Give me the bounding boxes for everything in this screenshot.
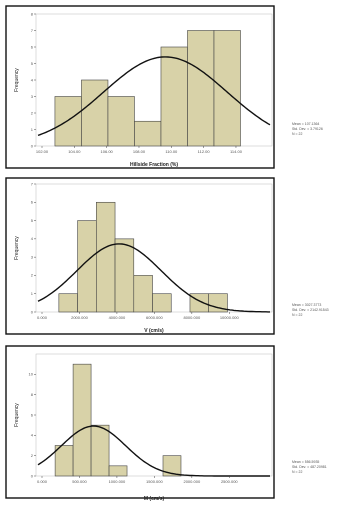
y-tick-label: 10 — [29, 372, 34, 377]
histogram-chart-1: 0 1 2 3 4 5 6 7 8 102.00 104.00 106.00 108.00 110.00 1… — [5, 5, 323, 169]
y-tick-label: 6 — [31, 412, 34, 417]
histogram-bar — [213, 30, 241, 147]
x-axis-label: M (cm/s) — [144, 496, 165, 502]
histogram-panel-1: 0 1 2 3 4 5 6 7 8 102.00 104.00 106.00 108.00 110.00 1… — [2, 2, 354, 172]
x-tick-label: 2000.000 — [183, 479, 200, 484]
stats-line: N = 22 — [292, 470, 302, 474]
y-tick-label: 5 — [31, 61, 34, 66]
x-tick-label: 1500.000 — [146, 479, 163, 484]
x-tick-label: 0.000 — [37, 315, 48, 320]
x-tick-label: 112.00 — [198, 149, 211, 154]
y-tick-label: 2 — [31, 110, 34, 115]
x-tick-label: 10000.000 — [220, 315, 240, 320]
stats-line: Mean = 107.1364 — [292, 122, 319, 126]
y-tick-label: 0 — [31, 143, 34, 148]
x-tick-label: 114.00 — [230, 149, 243, 154]
y-tick-label: 4 — [31, 236, 34, 241]
normal-curve — [37, 56, 271, 137]
histogram-bar — [208, 293, 228, 313]
stats-line: Std. Dev. = 3.79126 — [292, 127, 323, 131]
histogram-chart-2: 0 1 2 3 4 5 6 7 0.000 2000.000 4000.000 6000.000 800… — [5, 177, 329, 335]
x-tick-label: 102.00 — [36, 149, 49, 154]
x-tick-label: 1000.000 — [109, 479, 126, 484]
stats-line: Std. Dev. = 487.20981 — [292, 465, 327, 469]
y-tick-label: 2 — [31, 273, 34, 278]
x-tick-label: 4000.000 — [109, 315, 126, 320]
histogram-chart-3: 0 2 4 6 8 10 0.000 500.000 1000.000 1500.000 2000.… — [5, 345, 327, 502]
x-axis-label: Hillside Fraction (%) — [130, 162, 178, 168]
histogram-bar — [58, 293, 78, 313]
stats-line: Mean = 556.5935 — [292, 460, 319, 464]
histogram-bar — [160, 46, 188, 147]
y-tick-label: 4 — [31, 433, 34, 438]
x-tick-label: 8000.000 — [183, 315, 200, 320]
y-tick-label: 0 — [31, 309, 34, 314]
histogram-bar — [90, 424, 110, 477]
x-tick-label: 500.000 — [72, 479, 87, 484]
histogram-bar — [54, 96, 82, 147]
y-tick-label: 0 — [31, 473, 34, 478]
y-axis-label: Frequency — [14, 68, 20, 92]
y-tick-label: 3 — [31, 254, 34, 259]
y-tick-label: 8 — [31, 392, 34, 397]
y-tick-label: 6 — [31, 44, 34, 49]
normal-curve — [37, 425, 270, 477]
stats-line: Std. Dev. = 2142.91543 — [292, 308, 329, 312]
normal-curve — [37, 243, 270, 313]
y-axis-label: Frequency — [14, 236, 20, 260]
y-tick-label: 1 — [31, 127, 34, 132]
x-tick-label: 2000.000 — [71, 315, 88, 320]
histogram-bar — [81, 79, 109, 147]
x-tick-label: 0.000 — [37, 479, 48, 484]
histogram-bar — [107, 96, 135, 147]
stats-line: N = 22 — [292, 132, 302, 136]
x-tick-label: 104.00 — [68, 149, 81, 154]
y-tick-label: 8 — [31, 11, 34, 16]
y-tick-label: 7 — [31, 181, 34, 186]
y-tick-label: 3 — [31, 94, 34, 99]
histogram-bar — [162, 455, 182, 477]
chart-frame — [5, 345, 275, 499]
histogram-bar — [133, 275, 153, 313]
y-tick-label: 5 — [31, 218, 34, 223]
y-tick-label: 7 — [31, 28, 34, 33]
histogram-bar — [108, 465, 128, 477]
x-tick-label: 106.00 — [101, 149, 114, 154]
histogram-bar — [187, 30, 215, 147]
histogram-bar — [77, 220, 97, 313]
histogram-bar — [54, 445, 74, 477]
histogram-bar — [152, 293, 172, 313]
x-tick-label: 6000.000 — [146, 315, 163, 320]
x-axis-label: V (cm/s) — [144, 328, 164, 334]
y-axis-label: Frequency — [14, 403, 20, 427]
x-tick-label: 2500.000 — [221, 479, 238, 484]
stats-line: N = 22 — [292, 313, 302, 317]
y-tick-label: 6 — [31, 200, 34, 205]
x-tick-label: 108.00 — [133, 149, 146, 154]
histogram-bar — [72, 363, 92, 477]
histogram-panel-2: 0 1 2 3 4 5 6 7 0.000 2000.000 4000.000 6000.000 800… — [2, 174, 354, 340]
histogram-bar — [114, 238, 135, 313]
histogram-bar — [134, 120, 162, 147]
stats-line: Mean = 3027.3773 — [292, 303, 321, 307]
y-tick-label: 1 — [31, 291, 34, 296]
histogram-panel-3: 0 2 4 6 8 10 0.000 500.000 1000.000 1500.000 2000.… — [2, 344, 354, 504]
x-tick-label: 110.00 — [165, 149, 178, 154]
y-tick-label: 4 — [31, 77, 34, 82]
histogram-bar — [96, 201, 116, 313]
y-tick-label: 2 — [31, 453, 34, 458]
